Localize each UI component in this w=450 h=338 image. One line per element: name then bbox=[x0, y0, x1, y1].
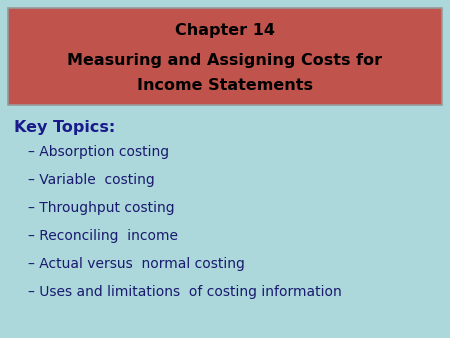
Text: Income Statements: Income Statements bbox=[137, 78, 313, 94]
Text: Key Topics:: Key Topics: bbox=[14, 120, 115, 135]
Text: Measuring and Assigning Costs for: Measuring and Assigning Costs for bbox=[68, 52, 382, 68]
Text: – Throughput costing: – Throughput costing bbox=[28, 201, 175, 215]
Text: – Uses and limitations  of costing information: – Uses and limitations of costing inform… bbox=[28, 285, 342, 299]
FancyBboxPatch shape bbox=[8, 8, 442, 105]
Text: – Reconciling  income: – Reconciling income bbox=[28, 229, 178, 243]
Text: – Actual versus  normal costing: – Actual versus normal costing bbox=[28, 257, 245, 271]
Text: Chapter 14: Chapter 14 bbox=[175, 23, 275, 38]
Text: – Absorption costing: – Absorption costing bbox=[28, 145, 169, 159]
Text: – Variable  costing: – Variable costing bbox=[28, 173, 155, 187]
